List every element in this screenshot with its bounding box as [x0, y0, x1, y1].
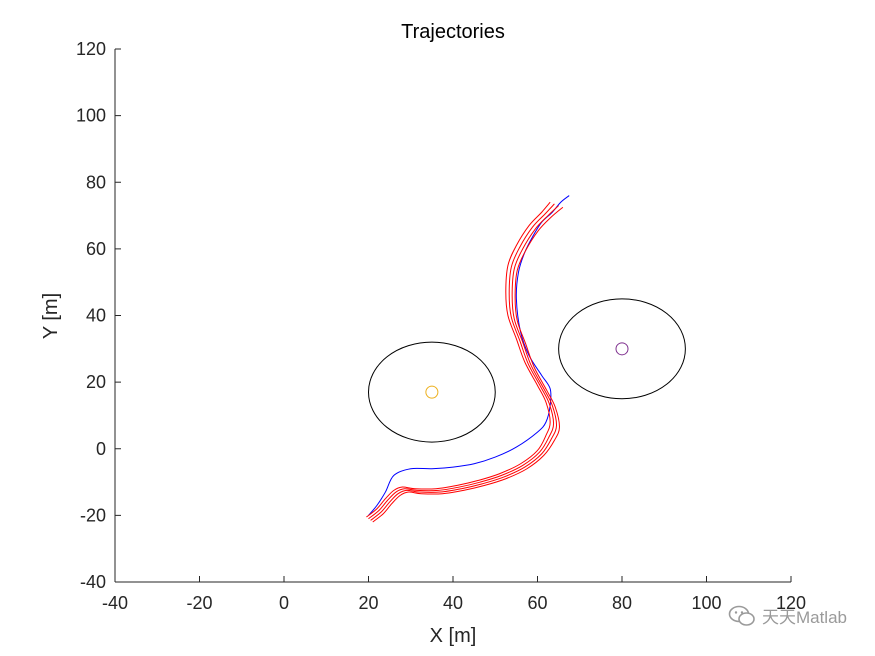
y-axis-title: Y [m] [40, 293, 62, 339]
x-axis-title: X [m] [430, 625, 477, 647]
x-tick-label: -40 [102, 593, 128, 613]
x-tick-label: -20 [186, 593, 212, 613]
y-tick-label: 20 [86, 372, 106, 392]
y-tick-label: 100 [76, 106, 106, 126]
obstacle-center-2 [615, 342, 629, 356]
agent-trajectory-2 [368, 203, 555, 520]
obstacle-boundary-1 [368, 341, 496, 443]
x-tick-label: 40 [443, 593, 463, 613]
y-tick-label: -20 [80, 505, 106, 525]
watermark: 天天Matlab [728, 603, 847, 628]
y-tick-label: 0 [96, 439, 106, 459]
axes: -40 -20 0 20 40 60 80 100 120 -40 -20 0 20 40 60 80 100 1… [76, 39, 806, 613]
y-tick-label: 120 [76, 39, 106, 59]
y-tick-label: 80 [86, 172, 106, 192]
y-tick-label: -40 [80, 572, 106, 592]
y-tick-label: 60 [86, 239, 106, 259]
obstacle-center-1 [425, 385, 439, 399]
x-tick-label: 60 [527, 593, 547, 613]
obstacle-boundary-2 [558, 298, 686, 400]
x-tick-label: 0 [279, 593, 289, 613]
wechat-icon [728, 605, 755, 626]
agent-trajectory-1 [366, 201, 551, 518]
x-tick-label: 100 [691, 593, 721, 613]
reference-trajectory [368, 195, 570, 516]
x-tick-label: 120 [776, 593, 806, 613]
agent-trajectory-4 [372, 206, 564, 523]
plot-area [366, 195, 686, 523]
watermark-text: 天天Matlab [761, 608, 847, 627]
agent-trajectory-3 [370, 205, 559, 521]
x-tick-label: 20 [358, 593, 378, 613]
chart-title: Trajectories [401, 21, 505, 43]
y-tick-label: 40 [86, 306, 106, 326]
x-tick-label: 80 [612, 593, 632, 613]
